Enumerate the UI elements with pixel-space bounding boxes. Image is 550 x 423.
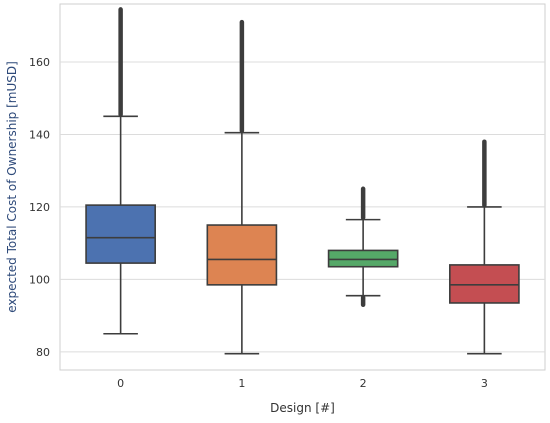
- x-tick-labels: 0 1 2 3: [117, 377, 488, 390]
- y-tick-label: 120: [29, 201, 50, 214]
- x-tick-label: 0: [117, 377, 124, 390]
- box: [449, 264, 520, 304]
- boxes: [85, 7, 520, 355]
- y-axis-label: expected Total Cost of Ownership [mUSD]: [5, 61, 19, 313]
- x-axis-label: Design [#]: [270, 401, 335, 415]
- y-tick-label: 140: [29, 128, 50, 141]
- box-group: [85, 7, 156, 335]
- x-tick-label: 1: [238, 377, 245, 390]
- y-tick-label: 100: [29, 273, 50, 286]
- y-tick-labels: 80 100 120 140 160: [29, 56, 50, 359]
- y-tick-label: 160: [29, 56, 50, 69]
- x-tick-label: 2: [360, 377, 367, 390]
- box: [85, 204, 156, 264]
- box: [206, 224, 278, 286]
- y-tick-label: 80: [36, 346, 50, 359]
- box-group: [327, 186, 399, 308]
- plot-area: [59, 3, 546, 371]
- box-group: [206, 19, 278, 355]
- box: [327, 249, 399, 268]
- x-tick-label: 3: [481, 377, 488, 390]
- box-group: [449, 139, 520, 355]
